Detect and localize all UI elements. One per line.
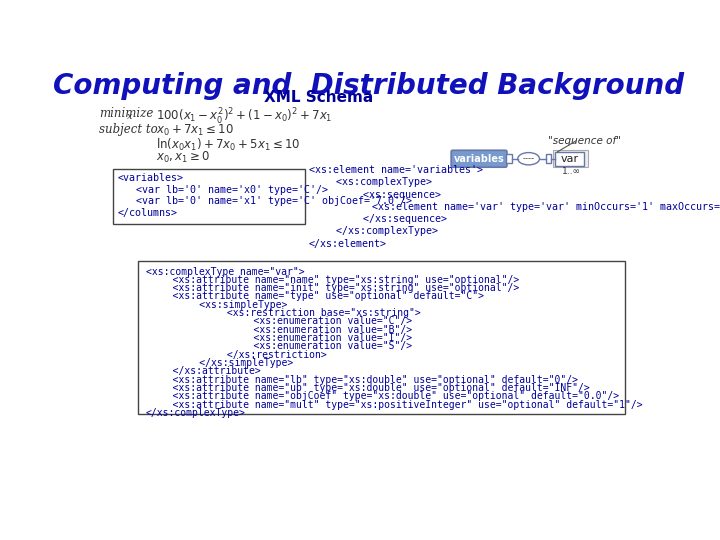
FancyBboxPatch shape: [546, 154, 551, 164]
Text: <xs:enumeration value="C"/>: <xs:enumeration value="C"/>: [183, 316, 412, 327]
Text: $100(x_1 - x_0^2)^2 + (1 - x_0)^2 + 7x_1$: $100(x_1 - x_0^2)^2 + (1 - x_0)^2 + 7x_1…: [156, 107, 333, 127]
FancyBboxPatch shape: [554, 150, 588, 167]
Text: <xs:attribute name="type" use="optional" default="C">: <xs:attribute name="type" use="optional"…: [155, 292, 484, 301]
FancyBboxPatch shape: [555, 152, 585, 166]
Text: "sequence of": "sequence of": [548, 137, 621, 146]
Text: $\ln(x_0 x_1) + 7x_0 + 5x_1 \leq 10$: $\ln(x_0 x_1) + 7x_0 + 5x_1 \leq 10$: [156, 137, 300, 152]
Text: <variables>: <variables>: [118, 173, 184, 184]
FancyBboxPatch shape: [113, 168, 305, 224]
Text: var: var: [561, 154, 579, 164]
Text: variables: variables: [454, 154, 505, 164]
Text: </xs:sequence>: </xs:sequence>: [327, 214, 447, 224]
Text: <xs:attribute name="objCoef" type="xs:double" use="optional" default="0.0"/>: <xs:attribute name="objCoef" type="xs:do…: [155, 392, 619, 401]
Text: </xs:element>: </xs:element>: [309, 239, 387, 249]
Text: 1..∞: 1..∞: [562, 167, 581, 176]
Text: <xs:element name='variables'>: <xs:element name='variables'>: [309, 165, 482, 175]
Text: $x_0 + 7x_1 \leq 10$: $x_0 + 7x_1 \leq 10$: [156, 123, 234, 138]
Text: <xs:element name='var' type='var' minOccurs='1' maxOccurs='unbounded'/>: <xs:element name='var' type='var' minOcc…: [318, 202, 720, 212]
Text: </columns>: </columns>: [118, 208, 178, 218]
Text: <xs:simpleType>: <xs:simpleType>: [164, 300, 288, 310]
Text: </xs:restriction>: </xs:restriction>: [174, 350, 326, 360]
Text: <xs:enumeration value="I"/>: <xs:enumeration value="I"/>: [183, 333, 412, 343]
Text: <var lb='0' name='x1' type='C' objCoef='7.0'/>: <var lb='0' name='x1' type='C' objCoef='…: [118, 197, 412, 206]
Text: x: x: [127, 112, 132, 121]
Text: <xs:enumeration value="S"/>: <xs:enumeration value="S"/>: [183, 341, 412, 352]
FancyBboxPatch shape: [506, 154, 512, 164]
Text: Computing and  Distributed Background: Computing and Distributed Background: [53, 72, 685, 100]
Text: XML Schema: XML Schema: [264, 90, 373, 105]
Ellipse shape: [518, 153, 539, 165]
Text: </xs:simpleType>: </xs:simpleType>: [164, 358, 294, 368]
Text: </xs:complexType>: </xs:complexType>: [145, 408, 246, 418]
Text: <var lb='0' name='x0' type='C'/>: <var lb='0' name='x0' type='C'/>: [118, 185, 328, 195]
Text: subject to: subject to: [99, 123, 158, 136]
Text: <xs:attribute name="mult" type="xs:positiveInteger" use="optional" default="1"/>: <xs:attribute name="mult" type="xs:posit…: [155, 400, 643, 410]
Text: <xs:complexType name="var">: <xs:complexType name="var">: [145, 267, 305, 276]
Text: <xs:attribute name="lb" type="xs:double" use="optional" default="0"/>: <xs:attribute name="lb" type="xs:double"…: [155, 375, 578, 384]
Text: <xs:attribute name="name" type="xs:string" use="optional"/>: <xs:attribute name="name" type="xs:strin…: [155, 275, 519, 285]
Text: <xs:attribute name="init" type="xs:string" use="optional"/>: <xs:attribute name="init" type="xs:strin…: [155, 283, 519, 293]
Text: </xs:complexType>: </xs:complexType>: [318, 226, 438, 237]
Text: <xs:sequence>: <xs:sequence>: [327, 190, 441, 200]
Text: <xs:enumeration value="B"/>: <xs:enumeration value="B"/>: [183, 325, 412, 335]
Text: </xs:attribute>: </xs:attribute>: [155, 366, 261, 376]
Text: ----: ----: [523, 154, 535, 163]
Text: <xs:attribute name="ub" type="xs:double" use="optional" default="INF"/>: <xs:attribute name="ub" type="xs:double"…: [155, 383, 590, 393]
FancyBboxPatch shape: [138, 261, 625, 414]
Text: minimize: minimize: [99, 107, 153, 120]
Text: <xs:complexType>: <xs:complexType>: [318, 177, 432, 187]
FancyBboxPatch shape: [451, 150, 507, 167]
Text: $x_0, x_1 \geq 0$: $x_0, x_1 \geq 0$: [156, 150, 210, 165]
Text: <xs:restriction base="xs:string">: <xs:restriction base="xs:string">: [174, 308, 420, 318]
